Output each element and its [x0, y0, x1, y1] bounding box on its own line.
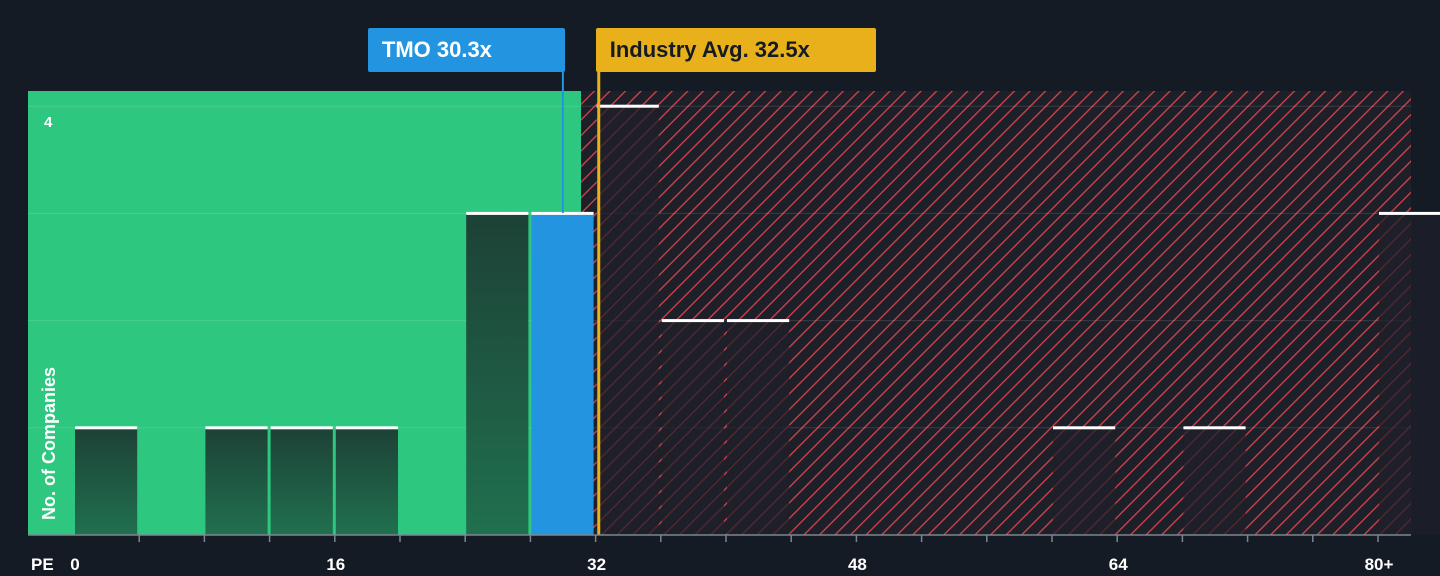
histogram-bar: [1379, 213, 1440, 535]
x-tick-label: 16: [326, 555, 345, 571]
histogram-bar: [205, 427, 268, 535]
bar-top-marker: [531, 211, 594, 215]
x-tick-label: 32: [587, 555, 606, 571]
histogram-bar: [596, 106, 659, 535]
histogram-bar: [75, 427, 138, 535]
x-tick-label: 48: [848, 555, 867, 571]
bar-top-marker: [1053, 426, 1116, 430]
histogram-bar: [335, 427, 398, 535]
y-tick-label: 4: [44, 114, 53, 131]
x-tick-label: 64: [1109, 555, 1128, 571]
bar-top-marker: [596, 104, 659, 108]
x-tick-label: 80+: [1365, 555, 1394, 571]
y-axis-label: No. of Companies: [39, 367, 59, 520]
bar-top-marker: [727, 319, 790, 323]
bar-top-marker: [270, 426, 333, 430]
bar-top-marker: [661, 319, 724, 323]
bar-top-marker: [1379, 211, 1440, 215]
histogram-bar: [727, 320, 790, 535]
company-pe-callout: TMO 30.3x: [367, 28, 565, 72]
x-tick-label: 0: [70, 555, 79, 571]
bar-top-marker: [205, 426, 268, 430]
histogram-bar: [1183, 427, 1246, 535]
histogram-bar: [466, 213, 529, 535]
bar-top-marker: [75, 426, 138, 430]
bar-top-marker: [1183, 426, 1246, 430]
histogram-bar: [270, 427, 333, 535]
company-pe-label: TMO 30.3x: [381, 37, 492, 62]
histogram-bar: [531, 213, 594, 535]
industry-average-label: Industry Avg. 32.5x: [609, 37, 810, 62]
histogram-bar: [1053, 427, 1116, 535]
x-axis-label: PE: [31, 555, 54, 571]
bar-top-marker: [335, 426, 398, 430]
bar-top-marker: [466, 211, 529, 215]
histogram-bar: [661, 320, 724, 535]
industry-average-callout: Industry Avg. 32.5x: [595, 28, 876, 72]
